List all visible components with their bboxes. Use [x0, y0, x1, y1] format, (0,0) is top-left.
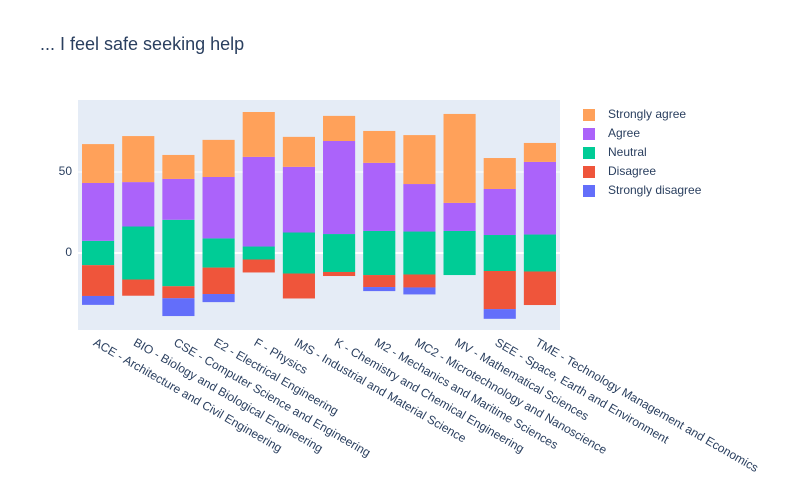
plot-area — [78, 100, 560, 330]
bar-segment — [483, 271, 516, 310]
bar-segment — [443, 230, 476, 276]
bar-segment — [403, 135, 436, 185]
bar-segment — [242, 156, 275, 247]
bar-segment — [82, 182, 115, 241]
bar-segment — [483, 158, 516, 189]
bar-segment — [443, 113, 476, 203]
bar-segment — [202, 176, 235, 239]
bar-segment — [82, 144, 115, 183]
bar-segment — [483, 188, 516, 236]
bar-segment — [162, 154, 195, 179]
bar-segment — [122, 136, 155, 183]
bar-segment — [282, 273, 315, 299]
legend-swatch — [583, 185, 595, 197]
legend-swatch — [583, 147, 595, 159]
bar-segment — [162, 298, 195, 317]
bar-segment — [242, 246, 275, 260]
y-tick-label: 50 — [59, 164, 73, 178]
bar-segment — [82, 240, 115, 266]
bar-segment — [483, 235, 516, 272]
bar-segment — [323, 141, 356, 235]
bar-segment — [202, 294, 235, 303]
y-tick-label: 0 — [65, 245, 72, 259]
bar-segment — [242, 259, 275, 273]
chart-title: ... I feel safe seeking help — [40, 34, 244, 54]
bar-segment — [202, 238, 235, 268]
bar-segment — [162, 219, 195, 287]
bar-segment — [282, 232, 315, 274]
legend-label: Strongly disagree — [608, 183, 702, 197]
bar-segment — [202, 139, 235, 177]
bar-segment — [122, 182, 155, 227]
bar-segment — [523, 271, 556, 306]
bar-segment — [523, 234, 556, 272]
bar-segment — [82, 265, 115, 296]
bar-segment — [403, 287, 436, 295]
bar-segment — [122, 279, 155, 296]
bar-segment — [443, 202, 476, 231]
bar-segment — [483, 309, 516, 319]
legend-swatch — [583, 166, 595, 178]
bar-segment — [202, 267, 235, 295]
bar-segment — [282, 166, 315, 233]
bar-segment — [363, 230, 396, 276]
bar-segment — [363, 162, 396, 231]
bar-segment — [82, 295, 115, 305]
bar-segment — [363, 287, 396, 292]
bar-segment — [323, 115, 356, 142]
bar-segment — [162, 286, 195, 299]
bar-segment — [162, 178, 195, 220]
bar-segment — [242, 111, 275, 157]
legend-label: Agree — [608, 126, 640, 140]
bar-segment — [282, 136, 315, 167]
bar-segment — [403, 274, 436, 288]
bar-segment — [523, 161, 556, 235]
bar-segment — [363, 275, 396, 288]
legend-label: Disagree — [608, 164, 656, 178]
legend-label: Neutral — [608, 145, 647, 159]
bar-segment — [122, 226, 155, 280]
bar-segment — [403, 184, 436, 232]
bar-segment — [363, 130, 396, 163]
legend-swatch — [583, 109, 595, 121]
bar-segment — [403, 231, 436, 275]
legend-label: Strongly agree — [608, 107, 686, 121]
bar-segment — [323, 234, 356, 272]
bar-segment — [323, 271, 356, 277]
legend-swatch — [583, 128, 595, 140]
bar-segment — [523, 142, 556, 162]
